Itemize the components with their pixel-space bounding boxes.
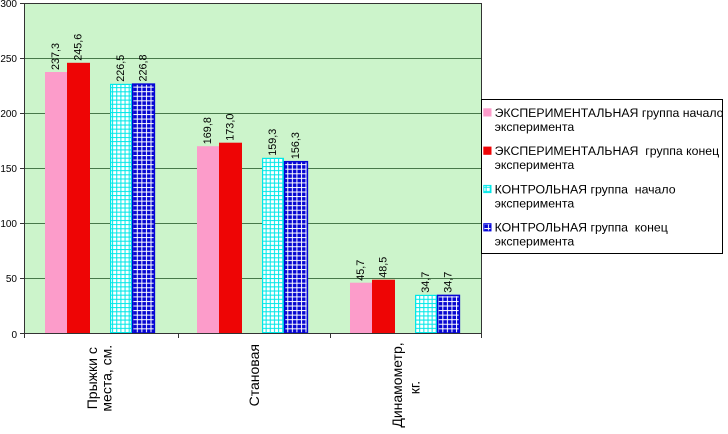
svg-text:245,6: 245,6 <box>73 34 85 61</box>
svg-text:250: 250 <box>0 54 17 65</box>
svg-text:173,0: 173,0 <box>225 114 237 141</box>
svg-text:50: 50 <box>6 274 18 285</box>
svg-text:кг.: кг. <box>406 381 422 394</box>
svg-text:эксперимента: эксперимента <box>495 196 575 210</box>
svg-text:300: 300 <box>0 0 17 10</box>
svg-text:237,3: 237,3 <box>50 43 62 70</box>
svg-text:Динамометр,: Динамометр, <box>389 342 405 427</box>
svg-text:Становая: Становая <box>246 344 262 406</box>
svg-text:КОНТРОЛЬНАЯ группа начало: КОНТРОЛЬНАЯ группа начало <box>495 182 676 196</box>
svg-text:34,7: 34,7 <box>443 272 455 293</box>
svg-text:Прыжки с: Прыжки с <box>84 347 100 409</box>
svg-text:места, см.: места, см. <box>99 345 115 412</box>
svg-text:150: 150 <box>0 164 17 175</box>
svg-text:ЭКСПЕРИМЕНТАЛЬНАЯ группа коне: ЭКСПЕРИМЕНТАЛЬНАЯ группа конец <box>495 144 720 158</box>
svg-text:100: 100 <box>0 219 17 230</box>
svg-text:эксперимента: эксперимента <box>495 158 575 172</box>
svg-text:156,3: 156,3 <box>290 132 302 159</box>
svg-text:эксперимента: эксперимента <box>495 235 575 249</box>
svg-text:эксперимента: эксперимента <box>495 120 575 134</box>
svg-text:48,5: 48,5 <box>378 257 390 278</box>
svg-text:226,5: 226,5 <box>115 55 127 82</box>
svg-text:169,8: 169,8 <box>202 117 214 144</box>
svg-text:226,8: 226,8 <box>138 54 150 81</box>
svg-text:159,3: 159,3 <box>267 129 279 156</box>
svg-text:200: 200 <box>0 109 17 120</box>
svg-text:КОНТРОЛЬНАЯ группа конец: КОНТРОЛЬНАЯ группа конец <box>495 221 668 235</box>
svg-text:34,7: 34,7 <box>420 272 432 293</box>
svg-text:45,7: 45,7 <box>355 260 367 281</box>
svg-text:ЭКСПЕРИМЕНТАЛЬНАЯ группа начал: ЭКСПЕРИМЕНТАЛЬНАЯ группа начало <box>495 106 724 120</box>
svg-text:0: 0 <box>11 330 17 341</box>
